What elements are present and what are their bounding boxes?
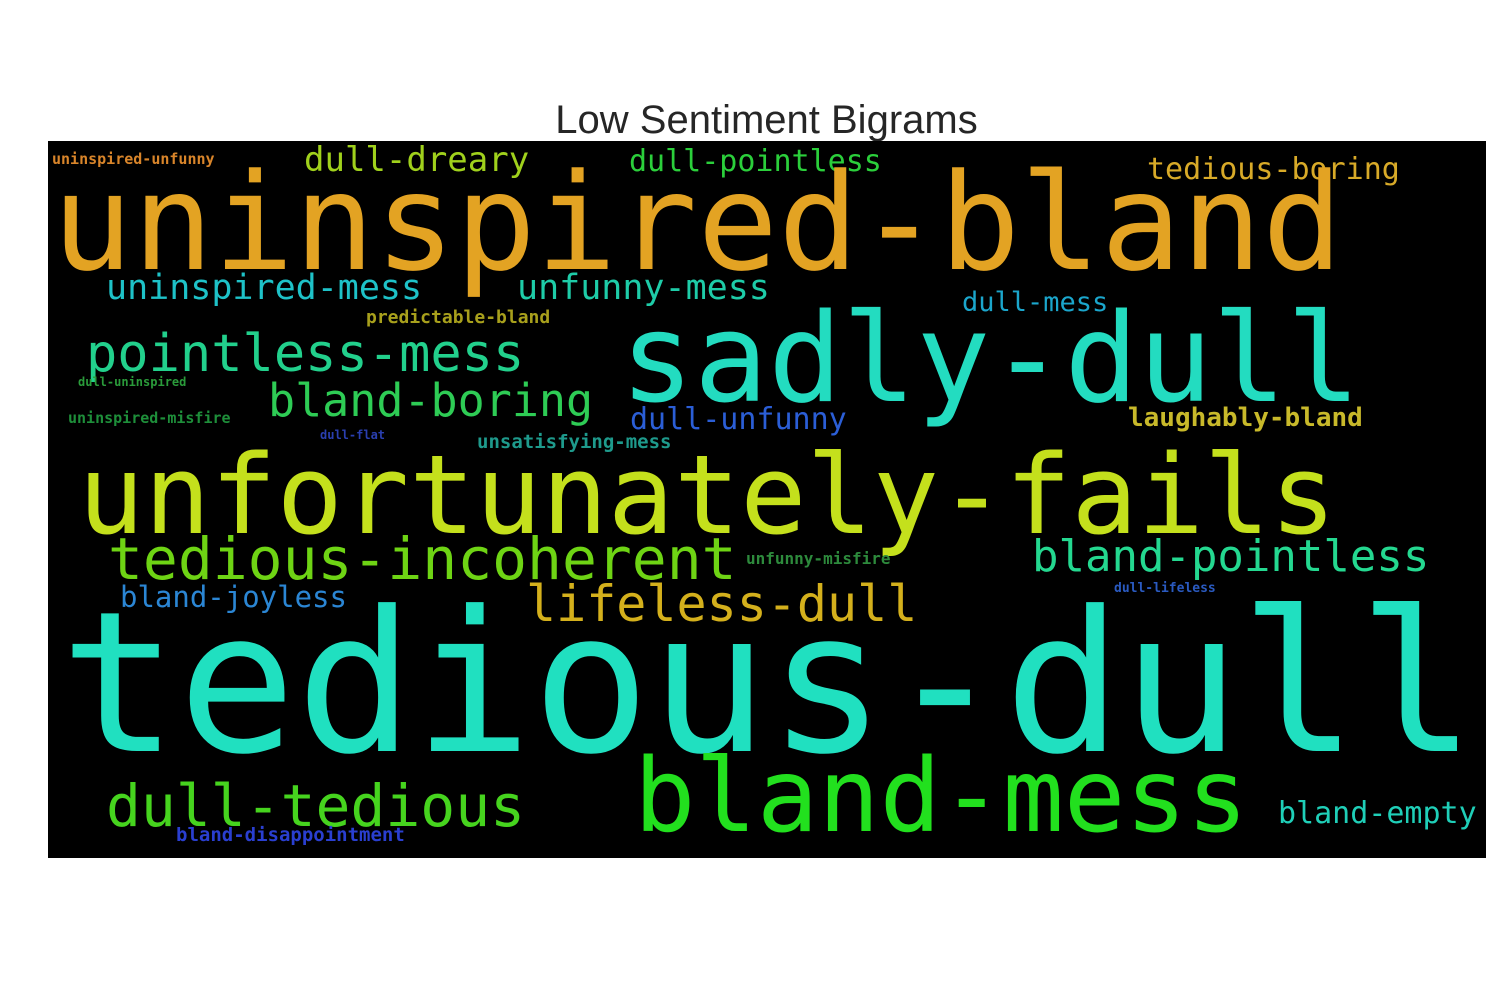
word-laughably-bland: laughably-bland — [1128, 403, 1363, 433]
chart-title: Low Sentiment Bigrams — [555, 98, 978, 142]
word-bland-empty: bland-empty — [1278, 796, 1477, 831]
word-uninspired-misfire: uninspired-misfire — [68, 409, 231, 427]
word-dull-uninspired: dull-uninspired — [78, 375, 186, 389]
word-unfunny-mess: unfunny-mess — [517, 268, 770, 308]
word-tedious-dull: tedious-dull — [60, 570, 1476, 798]
word-predictable-bland: predictable-bland — [366, 307, 550, 328]
word-pointless-mess: pointless-mess — [86, 324, 524, 384]
word-dull-flat: dull-flat — [320, 428, 385, 442]
word-bland-boring: bland-boring — [268, 374, 593, 427]
word-unfunny-misfire: unfunny-misfire — [746, 549, 891, 568]
word-dull-pointless: dull-pointless — [629, 144, 882, 179]
word-tedious-incoherent: tedious-incoherent — [108, 525, 737, 593]
word-uninspired-bland: uninspired-bland — [52, 145, 1343, 301]
word-lifeless-dull: lifeless-dull — [526, 575, 917, 633]
word-bland-disappointment: bland-disappointment — [176, 824, 405, 846]
word-dull-tedious: dull-tedious — [106, 772, 525, 840]
word-cloud: uninspired-unfunny dull-dreary dull-poin… — [48, 141, 1486, 858]
word-bland-mess: bland-mess — [634, 737, 1248, 856]
word-tedious-boring: tedious-boring — [1147, 152, 1400, 187]
word-bland-joyless: bland-joyless — [120, 580, 347, 614]
word-bland-pointless: bland-pointless — [1032, 531, 1429, 582]
word-sadly-dull: sadly-dull — [620, 288, 1361, 431]
word-dull-lifeless: dull-lifeless — [1114, 581, 1216, 596]
word-cloud-canvas: uninspired-unfunny dull-dreary dull-poin… — [52, 141, 1477, 856]
word-unsatisfying-mess: unsatisfying-mess — [477, 431, 671, 453]
word-dull-dreary: dull-dreary — [304, 141, 529, 180]
word-uninspired-mess: uninspired-mess — [106, 268, 422, 308]
word-dull-mess: dull-mess — [962, 287, 1108, 318]
word-uninspired-unfunny: uninspired-unfunny — [52, 150, 215, 168]
word-unfortunately-fails: unfortunately-fails — [78, 431, 1336, 559]
word-dull-unfunny: dull-unfunny — [630, 402, 847, 437]
